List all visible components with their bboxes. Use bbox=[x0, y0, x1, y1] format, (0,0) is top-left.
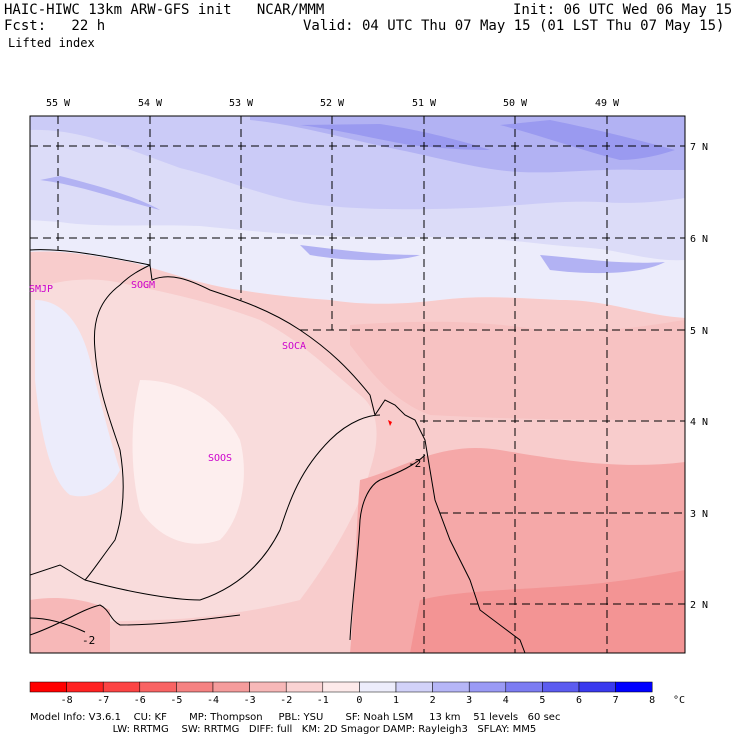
colorbar-swatch bbox=[212, 681, 250, 693]
colorbar-swatch bbox=[285, 681, 324, 693]
colorbar-tick-label: 4 bbox=[503, 695, 509, 706]
colorbar-swatch bbox=[102, 681, 141, 693]
lon-label-53w: 53 W bbox=[229, 98, 254, 109]
colorbar-swatch bbox=[176, 681, 214, 693]
lat-label-3n: 3 N bbox=[690, 509, 708, 520]
colorbar-unit: °C bbox=[673, 695, 685, 706]
colorbar-tick-label: 6 bbox=[576, 695, 582, 706]
coastline bbox=[30, 249, 526, 653]
lon-label-50w: 50 W bbox=[503, 98, 528, 109]
lat-label-5n: 5 N bbox=[690, 326, 708, 337]
colorbar-tick-label: -8 bbox=[61, 695, 73, 706]
colorbar-tick-label: 1 bbox=[393, 695, 399, 706]
colorbar-swatch bbox=[249, 681, 287, 693]
init-time: Init: 06 UTC Wed 06 May 15 bbox=[513, 2, 733, 18]
lon-label-49w: 49 W bbox=[595, 98, 620, 109]
colorbar-swatch bbox=[29, 681, 67, 693]
station-smjp: SMJP bbox=[29, 284, 53, 295]
station-soca: SOCA bbox=[282, 341, 306, 352]
colorbar-swatch bbox=[468, 681, 507, 693]
colorbar-tick-label: 2 bbox=[430, 695, 436, 706]
colorbar-tick-label: -5 bbox=[170, 695, 182, 706]
lon-label-51w: 51 W bbox=[412, 98, 437, 109]
footer-physics-info: LW: RRTMG SW: RRTMG DIFF: full KM: 2D Sm… bbox=[30, 724, 537, 735]
shaded-field bbox=[30, 116, 685, 653]
field-name: Lifted index bbox=[8, 36, 95, 50]
contour-label: -2 bbox=[408, 457, 421, 470]
lon-label-55w: 55 W bbox=[46, 98, 71, 109]
station-soos: SOOS bbox=[208, 453, 232, 464]
colorbar-tick-label: -2 bbox=[280, 695, 292, 706]
lat-label-4n: 4 N bbox=[690, 417, 708, 428]
lon-label-52w: 52 W bbox=[320, 98, 345, 109]
colorbar-tick-label: -4 bbox=[207, 695, 219, 706]
plot-frame bbox=[29, 115, 686, 654]
lat-label-7n: 7 N bbox=[690, 142, 708, 153]
colorbar: -8 -7 -6 -5 -4 -3 -2 -1 0 1 2 3 4 5 6 7 8 °C bbox=[29, 681, 685, 706]
contour-lines bbox=[30, 454, 426, 641]
colorbar-swatch bbox=[139, 681, 177, 693]
contour-label: -2 bbox=[82, 634, 95, 647]
forecast-hour: Fcst: 22 h bbox=[4, 18, 106, 34]
colorbar-tick-label: -1 bbox=[317, 695, 329, 706]
lat-label-6n: 6 N bbox=[690, 234, 708, 245]
colorbar-tick-label: -6 bbox=[134, 695, 146, 706]
colorbar-tick-label: 8 bbox=[649, 695, 655, 706]
colorbar-tick-label: 5 bbox=[539, 695, 545, 706]
colorbar-swatch bbox=[542, 681, 580, 693]
colorbar-swatch bbox=[359, 681, 397, 693]
lon-label-54w: 54 W bbox=[138, 98, 163, 109]
lat-label-2n: 2 N bbox=[690, 600, 708, 611]
graticule bbox=[30, 116, 685, 653]
model-title: HAIC-HIWC 13km ARW-GFS init NCAR/MMM bbox=[4, 2, 325, 18]
colorbar-swatch bbox=[432, 681, 470, 693]
colorbar-tick-label: -3 bbox=[244, 695, 256, 706]
colorbar-swatch bbox=[505, 681, 543, 693]
colorbar-swatch bbox=[615, 681, 653, 693]
stations: SMJP SOGM SOCA SOOS bbox=[29, 280, 306, 464]
colorbar-tick-label: 0 bbox=[356, 695, 362, 706]
footer-model-info: Model Info: V3.6.1 CU: KF MP: Thompson P… bbox=[30, 712, 561, 723]
station-marker bbox=[388, 420, 392, 426]
colorbar-tick-label: 7 bbox=[613, 695, 619, 706]
colorbar-swatch bbox=[66, 681, 104, 693]
colorbar-swatch bbox=[322, 681, 360, 693]
colorbar-swatch bbox=[395, 681, 433, 693]
colorbar-swatch bbox=[578, 681, 616, 693]
colorbar-tick-label: 3 bbox=[466, 695, 472, 706]
station-sogm: SOGM bbox=[131, 280, 155, 291]
valid-time: Valid: 04 UTC Thu 07 May 15 (01 LST Thu … bbox=[303, 18, 725, 34]
colorbar-tick-label: -7 bbox=[97, 695, 109, 706]
